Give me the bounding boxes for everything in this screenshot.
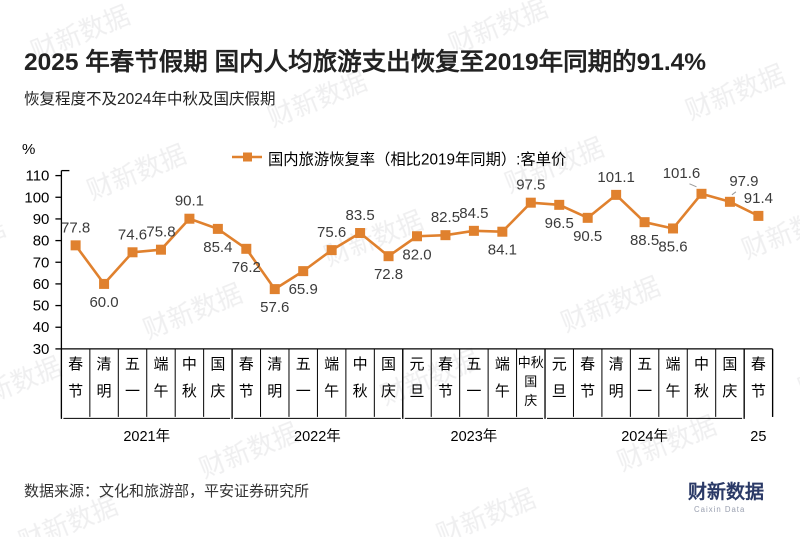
svg-text:30: 30 xyxy=(33,341,50,358)
svg-text:57.6: 57.6 xyxy=(260,299,289,316)
svg-text:60.0: 60.0 xyxy=(89,294,118,311)
svg-text:60: 60 xyxy=(33,276,50,293)
svg-text:85.4: 85.4 xyxy=(203,239,232,256)
svg-text:清: 清 xyxy=(97,356,112,373)
svg-text:旦: 旦 xyxy=(409,383,424,400)
svg-text:午: 午 xyxy=(153,383,168,400)
svg-text:五: 五 xyxy=(637,356,652,373)
svg-text:85.6: 85.6 xyxy=(658,238,687,255)
svg-text:2021年: 2021年 xyxy=(123,428,170,445)
svg-text:元: 元 xyxy=(409,356,424,373)
svg-text:春: 春 xyxy=(438,356,453,373)
svg-text:庆: 庆 xyxy=(210,383,225,400)
svg-text:77.8: 77.8 xyxy=(61,219,90,236)
svg-text:中秋: 中秋 xyxy=(518,355,544,370)
svg-text:秋: 秋 xyxy=(353,383,368,400)
svg-text:明: 明 xyxy=(267,383,282,400)
svg-text:82.0: 82.0 xyxy=(402,246,431,263)
svg-text:清: 清 xyxy=(267,356,282,373)
svg-text:Caixin Data: Caixin Data xyxy=(694,505,745,514)
svg-text:节: 节 xyxy=(751,383,766,400)
svg-text:2022年: 2022年 xyxy=(294,428,341,445)
svg-text:96.5: 96.5 xyxy=(545,215,574,232)
svg-text:75.8: 75.8 xyxy=(146,224,175,241)
svg-text:五: 五 xyxy=(466,356,481,373)
svg-text:春: 春 xyxy=(580,356,595,373)
svg-text:84.1: 84.1 xyxy=(488,242,517,259)
svg-text:75.6: 75.6 xyxy=(317,224,346,241)
svg-text:97.5: 97.5 xyxy=(516,177,545,194)
svg-text:庆: 庆 xyxy=(722,383,737,400)
svg-text:午: 午 xyxy=(495,383,510,400)
svg-text:90.5: 90.5 xyxy=(573,228,602,245)
svg-text:明: 明 xyxy=(609,383,624,400)
svg-text:65.9: 65.9 xyxy=(289,281,318,298)
svg-text:庆: 庆 xyxy=(381,383,396,400)
svg-text:80: 80 xyxy=(33,233,50,250)
svg-text:%: % xyxy=(22,141,35,158)
svg-text:春: 春 xyxy=(68,356,83,373)
svg-text:一: 一 xyxy=(296,383,311,400)
svg-text:节: 节 xyxy=(580,383,595,400)
svg-text:40: 40 xyxy=(33,319,50,336)
svg-text:91.4: 91.4 xyxy=(744,190,773,207)
svg-text:82.5: 82.5 xyxy=(431,209,460,226)
svg-text:财新数据: 财新数据 xyxy=(688,480,764,503)
svg-text:国: 国 xyxy=(381,356,396,373)
svg-text:一: 一 xyxy=(637,383,652,400)
svg-text:72.8: 72.8 xyxy=(374,266,403,283)
svg-text:端: 端 xyxy=(666,356,681,373)
svg-text:25: 25 xyxy=(750,429,766,445)
svg-text:74.6: 74.6 xyxy=(118,226,147,243)
svg-text:101.6: 101.6 xyxy=(663,165,701,182)
svg-text:午: 午 xyxy=(666,383,681,400)
svg-text:101.1: 101.1 xyxy=(597,169,635,186)
svg-text:50: 50 xyxy=(33,298,50,315)
svg-text:庆: 庆 xyxy=(524,393,537,408)
svg-text:中: 中 xyxy=(182,356,197,373)
svg-text:国: 国 xyxy=(524,374,537,389)
svg-text:国内旅游恢复率（相比2019年同期）:客单价: 国内旅游恢复率（相比2019年同期）:客单价 xyxy=(268,152,566,169)
svg-text:国: 国 xyxy=(722,356,737,373)
svg-text:83.5: 83.5 xyxy=(345,207,374,224)
svg-text:70: 70 xyxy=(33,254,50,271)
svg-text:100: 100 xyxy=(24,189,49,206)
svg-text:2023年: 2023年 xyxy=(451,428,498,445)
svg-text:午: 午 xyxy=(324,383,339,400)
svg-text:春: 春 xyxy=(239,356,254,373)
svg-text:节: 节 xyxy=(239,383,254,400)
svg-text:节: 节 xyxy=(438,383,453,400)
svg-text:春: 春 xyxy=(751,356,766,373)
svg-text:端: 端 xyxy=(153,356,168,373)
svg-text:一: 一 xyxy=(125,383,140,400)
svg-text:88.5: 88.5 xyxy=(630,232,659,249)
svg-text:国: 国 xyxy=(210,356,225,373)
svg-text:五: 五 xyxy=(125,356,140,373)
svg-text:中: 中 xyxy=(694,356,709,373)
svg-text:76.2: 76.2 xyxy=(232,259,261,276)
svg-text:五: 五 xyxy=(296,356,311,373)
svg-text:97.9: 97.9 xyxy=(729,173,758,190)
svg-text:秋: 秋 xyxy=(694,383,709,400)
svg-text:端: 端 xyxy=(495,356,510,373)
svg-text:2024年: 2024年 xyxy=(621,428,668,445)
svg-text:端: 端 xyxy=(324,356,339,373)
svg-text:明: 明 xyxy=(97,383,112,400)
svg-text:中: 中 xyxy=(353,356,368,373)
svg-text:90.1: 90.1 xyxy=(175,193,204,210)
svg-text:节: 节 xyxy=(68,383,83,400)
svg-text:秋: 秋 xyxy=(182,383,197,400)
svg-text:110: 110 xyxy=(25,168,49,185)
svg-text:清: 清 xyxy=(609,356,624,373)
svg-text:旦: 旦 xyxy=(552,383,567,400)
svg-text:90: 90 xyxy=(33,211,50,228)
svg-text:一: 一 xyxy=(466,383,481,400)
svg-text:84.5: 84.5 xyxy=(459,205,488,222)
svg-text:元: 元 xyxy=(552,356,567,373)
